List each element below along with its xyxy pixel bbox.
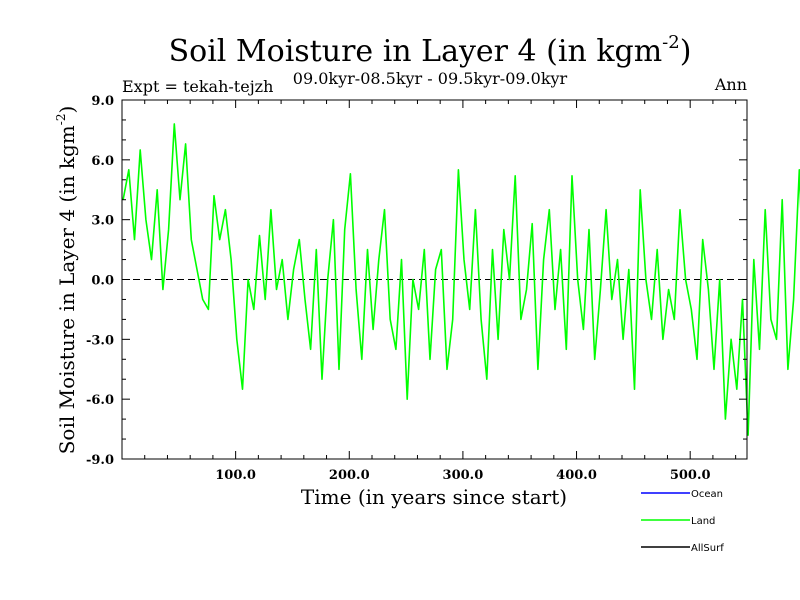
x-tick-label: 300.0 xyxy=(443,468,484,483)
legend: Ocean Land AllSurf xyxy=(641,489,724,554)
legend-label-land: Land xyxy=(691,516,715,527)
season-label: Ann xyxy=(714,75,747,94)
y-tick-label: 3.0 xyxy=(91,214,114,229)
x-tick-label: 200.0 xyxy=(329,468,370,483)
x-tick-label: 100.0 xyxy=(215,468,256,483)
legend-label-allsurf: AllSurf xyxy=(691,543,724,554)
experiment-label: Expt = tekah-tejzh xyxy=(122,77,273,96)
chart-title-close: ) xyxy=(680,34,692,69)
y-tick-label: 0.0 xyxy=(91,274,114,289)
y-tick-label: 9.0 xyxy=(91,94,114,109)
y-tick-label: -3.0 xyxy=(86,333,114,348)
y-axis-label-superscript: -2 xyxy=(54,114,68,126)
y-tick-label: -9.0 xyxy=(86,453,114,468)
series-line-land xyxy=(122,123,800,436)
x-tick-label: 500.0 xyxy=(670,468,711,483)
period-label: 09.0kyr-08.5kyr - 09.5kyr-09.0kyr xyxy=(293,69,568,88)
x-tick-label: 400.0 xyxy=(556,468,597,483)
y-tick-label: -6.0 xyxy=(86,393,114,408)
chart-title-superscript: -2 xyxy=(662,32,680,53)
series-layer xyxy=(122,123,800,436)
y-axis-label-close: ) xyxy=(55,106,79,114)
x-axis-label: Time (in years since start) xyxy=(301,485,567,509)
axes-layer: 100.0 200.0 300.0 400.0 500.0 9.0 6.0 3.0 0.0 -3.… xyxy=(86,94,748,483)
chart-title: Soil Moisture in Layer 4 (in kgm-2) xyxy=(169,32,692,69)
legend-label-ocean: Ocean xyxy=(691,489,723,500)
y-axis-label: Soil Moisture in Layer 4 (in kgm-2) xyxy=(54,106,79,455)
y-tick-label: 6.0 xyxy=(91,154,114,169)
